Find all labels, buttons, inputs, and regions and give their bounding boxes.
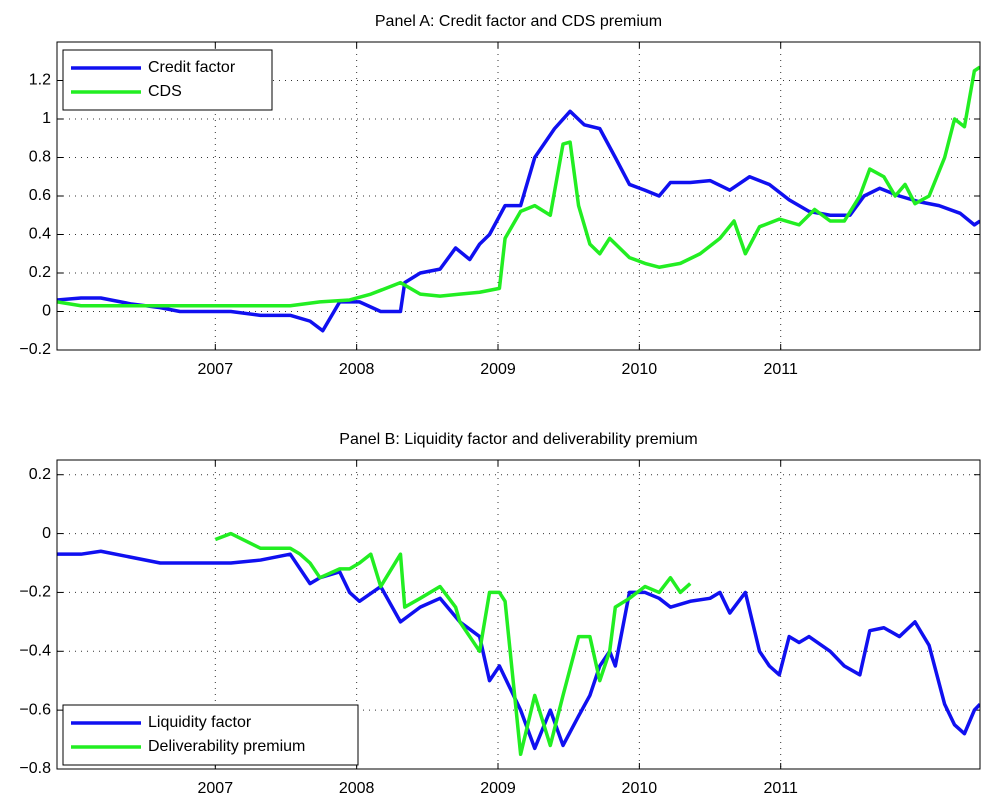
axes-box xyxy=(56,41,981,351)
chart-title: Panel A: Credit factor and CDS premium xyxy=(375,13,662,30)
y-tick-label: −0.8 xyxy=(19,760,51,777)
y-tick-label: 0 xyxy=(42,303,51,320)
y-tick-label: 1 xyxy=(42,110,51,127)
y-tick-label: −0.4 xyxy=(19,643,51,660)
legend-label: Deliverability premium xyxy=(148,738,305,755)
y-tick-label: 0.4 xyxy=(29,226,51,243)
axes-box xyxy=(56,459,981,770)
x-tick-label: 2009 xyxy=(480,780,516,797)
legend-box xyxy=(62,704,359,766)
y-tick-label: 0.2 xyxy=(29,466,51,483)
line-series xyxy=(57,65,980,308)
x-tick-label: 2010 xyxy=(622,361,658,378)
legend-label: CDS xyxy=(148,83,182,100)
x-tick-label: 2008 xyxy=(339,780,375,797)
x-tick-label: 2007 xyxy=(198,361,234,378)
x-tick-label: 2010 xyxy=(622,780,658,797)
x-tick-label: 2008 xyxy=(339,361,375,378)
legend-label: Credit factor xyxy=(148,59,236,76)
x-tick-label: 2011 xyxy=(763,361,798,378)
legend-box xyxy=(62,49,273,111)
line-series xyxy=(214,531,692,757)
x-tick-label: 2009 xyxy=(480,361,516,378)
y-tick-label: 0.2 xyxy=(29,264,51,281)
legend-label: Liquidity factor xyxy=(148,714,252,731)
y-tick-label: −0.6 xyxy=(19,701,51,718)
x-tick-label: 2011 xyxy=(763,780,798,797)
y-tick-label: 0.8 xyxy=(29,149,51,166)
y-tick-label: −0.2 xyxy=(19,584,51,601)
y-tick-label: −0.2 xyxy=(19,341,51,358)
chart-title: Panel B: Liquidity factor and deliverabi… xyxy=(339,431,697,448)
line-series xyxy=(57,109,980,333)
x-tick-label: 2007 xyxy=(198,780,234,797)
y-tick-label: 0 xyxy=(42,525,51,542)
y-tick-label: 0.6 xyxy=(29,187,51,204)
y-tick-label: 1.2 xyxy=(29,72,51,89)
